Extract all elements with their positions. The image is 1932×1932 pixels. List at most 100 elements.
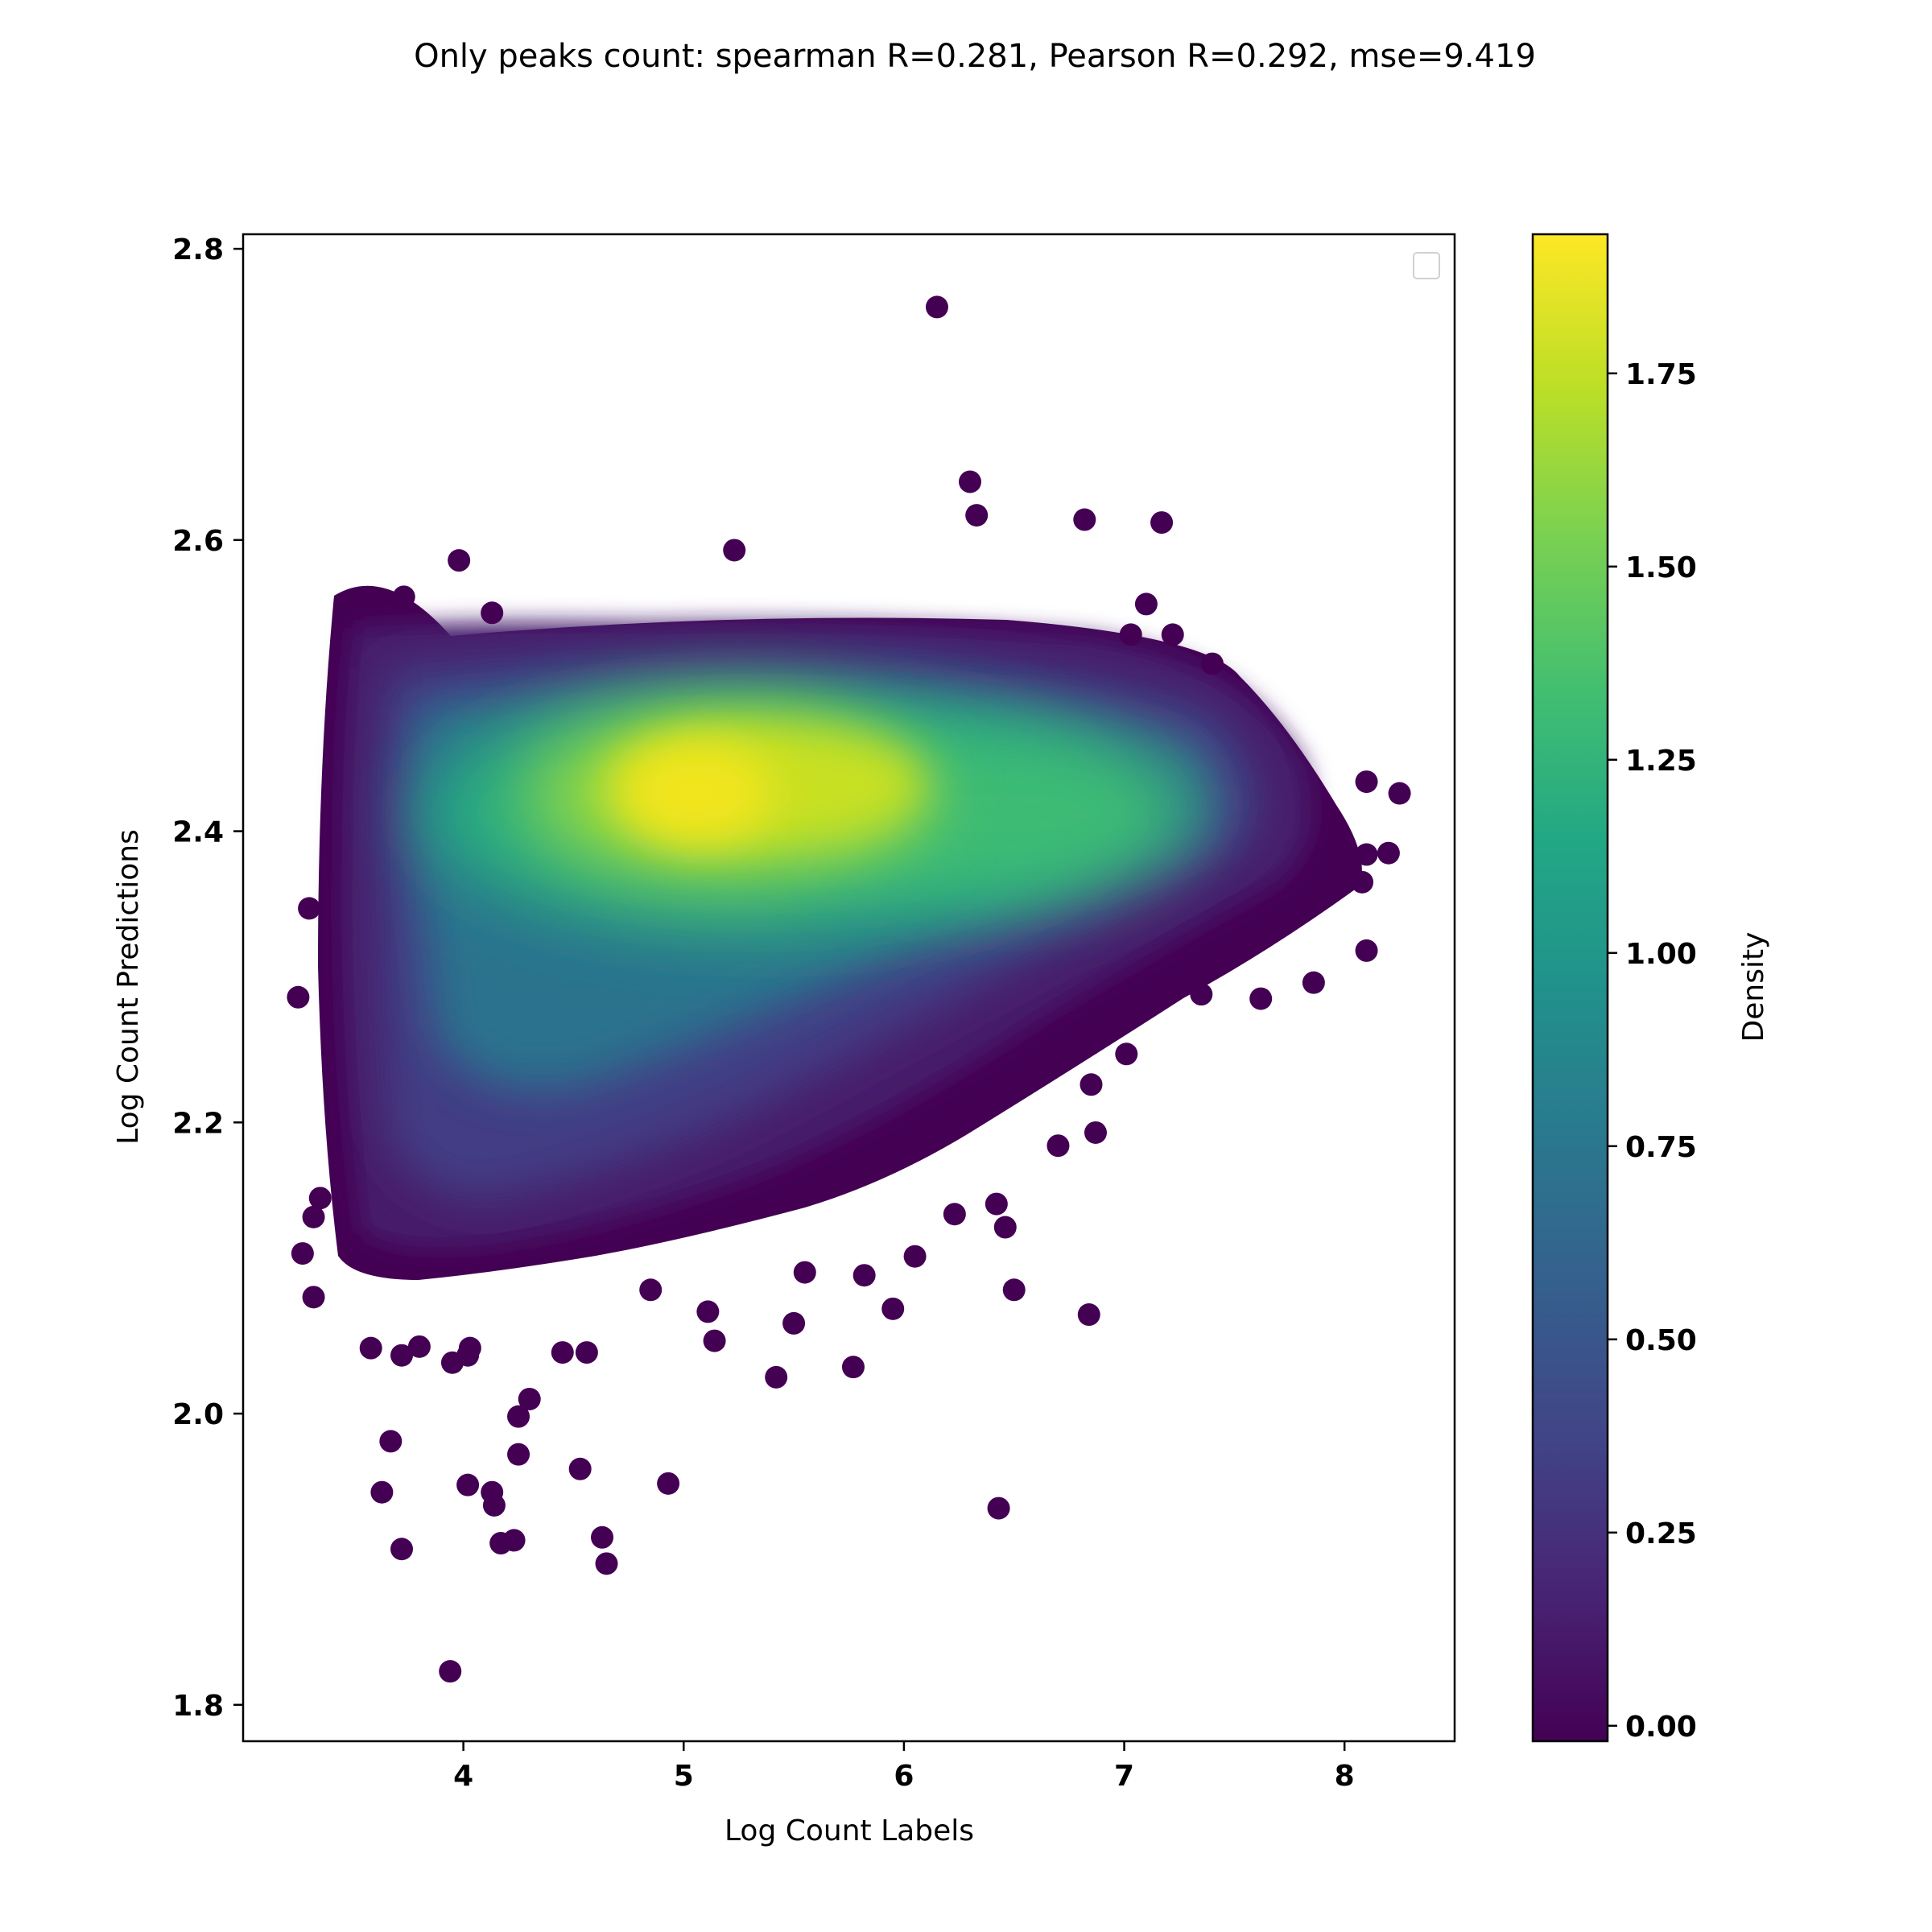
outlier-point-36 xyxy=(657,1472,680,1495)
outlier-point-37 xyxy=(439,1660,462,1683)
y-tick-label-1.8: 1.8 xyxy=(172,1690,224,1723)
x-tick-label-6: 6 xyxy=(894,1760,914,1793)
outlier-point-6 xyxy=(448,549,471,572)
y-tick-label-2.6: 2.6 xyxy=(172,525,224,558)
x-axis: 4 5 6 7 8 xyxy=(453,1741,1355,1793)
colorbar-tick-label-2: 0.50 xyxy=(1625,1324,1697,1357)
outlier-point-67 xyxy=(1249,987,1273,1010)
outlier-point-40 xyxy=(782,1311,806,1335)
outlier-point-51 xyxy=(1080,1073,1103,1096)
colorbar-tick-label-6: 1.50 xyxy=(1625,551,1697,584)
outlier-point-13 xyxy=(302,1286,325,1309)
outlier-point-15 xyxy=(308,1187,332,1210)
outlier-point-66 xyxy=(1302,971,1325,994)
outlier-point-45 xyxy=(993,1216,1017,1239)
outlier-point-32 xyxy=(390,1538,414,1561)
y-tick-label-2.8: 2.8 xyxy=(172,233,224,266)
outlier-point-31 xyxy=(502,1529,526,1552)
empty-legend-box xyxy=(1413,252,1440,279)
outlier-point-8 xyxy=(1134,592,1158,616)
outlier-point-69 xyxy=(1201,652,1224,675)
x-tick-label-7: 7 xyxy=(1114,1760,1134,1793)
outlier-point-57 xyxy=(639,1278,663,1302)
chart-title: Only peaks count: spearman R=0.281, Pear… xyxy=(414,38,1536,75)
outlier-point-25 xyxy=(379,1430,402,1453)
colorbar-tick-label-3: 0.75 xyxy=(1625,1131,1697,1164)
y-tick-label-2: 2.0 xyxy=(172,1398,224,1431)
colorbar-ticks: 0.00 0.25 0.50 0.75 1.00 1.25 1.50 1.75 xyxy=(1608,358,1697,1744)
outlier-point-39 xyxy=(841,1356,865,1379)
outlier-point-64 xyxy=(1351,870,1374,894)
colorbar-gradient xyxy=(1531,233,1609,1743)
outlier-point-63 xyxy=(1355,843,1378,866)
plot-frame xyxy=(242,233,1456,1743)
outlier-point-54 xyxy=(696,1300,720,1323)
outlier-point-60 xyxy=(1355,770,1378,794)
outlier-point-49 xyxy=(1046,1134,1070,1158)
outlier-point-26 xyxy=(370,1480,394,1504)
density-band-7 xyxy=(620,741,773,845)
density-cloud xyxy=(318,585,1362,1280)
outlier-point-43 xyxy=(903,1245,927,1268)
outlier-point-48 xyxy=(1077,1303,1100,1327)
outlier-point-11 xyxy=(298,897,321,920)
outlier-point-24 xyxy=(507,1443,530,1466)
outlier-point-34 xyxy=(591,1525,614,1549)
y-tick-label-2.4: 2.4 xyxy=(172,816,224,849)
outlier-point-50 xyxy=(1084,1121,1107,1144)
colorbar-tick-label-0: 0.00 xyxy=(1625,1711,1697,1744)
outlier-point-5 xyxy=(723,539,746,562)
outlier-point-0 xyxy=(925,295,948,319)
outlier-point-17 xyxy=(390,1344,414,1367)
colorbar-tick-label-7: 1.75 xyxy=(1625,358,1697,391)
outlier-point-29 xyxy=(482,1493,506,1517)
outlier-point-3 xyxy=(1073,508,1096,531)
outlier-point-23 xyxy=(518,1387,541,1410)
outlier-point-46 xyxy=(943,1203,966,1226)
outlier-point-53 xyxy=(703,1329,726,1352)
y-axis-label: Log Count Predictions xyxy=(112,829,145,1145)
outlier-point-58 xyxy=(852,1264,876,1287)
outlier-point-38 xyxy=(765,1365,788,1389)
outlier-point-7 xyxy=(392,585,415,609)
outlier-point-33 xyxy=(568,1457,592,1480)
outlier-point-1 xyxy=(959,470,981,493)
outlier-point-4 xyxy=(1150,511,1174,535)
x-tick-label-4: 4 xyxy=(453,1760,473,1793)
outlier-point-62 xyxy=(1377,841,1400,865)
outlier-point-18 xyxy=(407,1335,431,1358)
outlier-point-44 xyxy=(1002,1278,1026,1302)
x-tick-label-5: 5 xyxy=(674,1760,694,1793)
outlier-points xyxy=(287,295,1411,1683)
outlier-point-27 xyxy=(456,1473,480,1496)
outlier-point-12 xyxy=(291,1242,314,1265)
outlier-point-56 xyxy=(551,1341,574,1364)
outlier-point-55 xyxy=(575,1341,598,1364)
outlier-point-68 xyxy=(1190,983,1213,1006)
outlier-point-10 xyxy=(287,985,310,1009)
colorbar-tick-label-5: 1.25 xyxy=(1625,745,1697,778)
colorbar-tick-label-4: 1.00 xyxy=(1625,938,1697,971)
outlier-point-21 xyxy=(458,1336,481,1360)
outlier-point-9 xyxy=(481,601,504,625)
outlier-point-35 xyxy=(595,1552,618,1575)
outlier-point-22 xyxy=(507,1405,530,1428)
y-tick-label-2.2: 2.2 xyxy=(172,1107,224,1140)
outlier-point-70 xyxy=(1161,623,1184,646)
outlier-point-59 xyxy=(793,1261,816,1284)
outlier-point-41 xyxy=(881,1297,905,1320)
outlier-point-16 xyxy=(359,1336,382,1360)
outlier-point-61 xyxy=(1388,782,1411,805)
x-tick-label-8: 8 xyxy=(1335,1760,1355,1793)
colorbar-tick-label-1: 0.25 xyxy=(1625,1517,1697,1550)
outlier-point-42 xyxy=(987,1496,1010,1520)
outlier-point-14 xyxy=(302,1205,325,1228)
plot-area xyxy=(287,295,1411,1683)
y-axis: 1.8 2.0 2.2 2.4 2.6 2.8 xyxy=(172,233,243,1723)
colorbar-label: Density xyxy=(1737,932,1770,1042)
outlier-point-47 xyxy=(985,1192,1008,1216)
outlier-point-2 xyxy=(965,504,989,527)
outlier-point-65 xyxy=(1355,939,1378,962)
x-axis-label: Log Count Labels xyxy=(724,1814,974,1847)
